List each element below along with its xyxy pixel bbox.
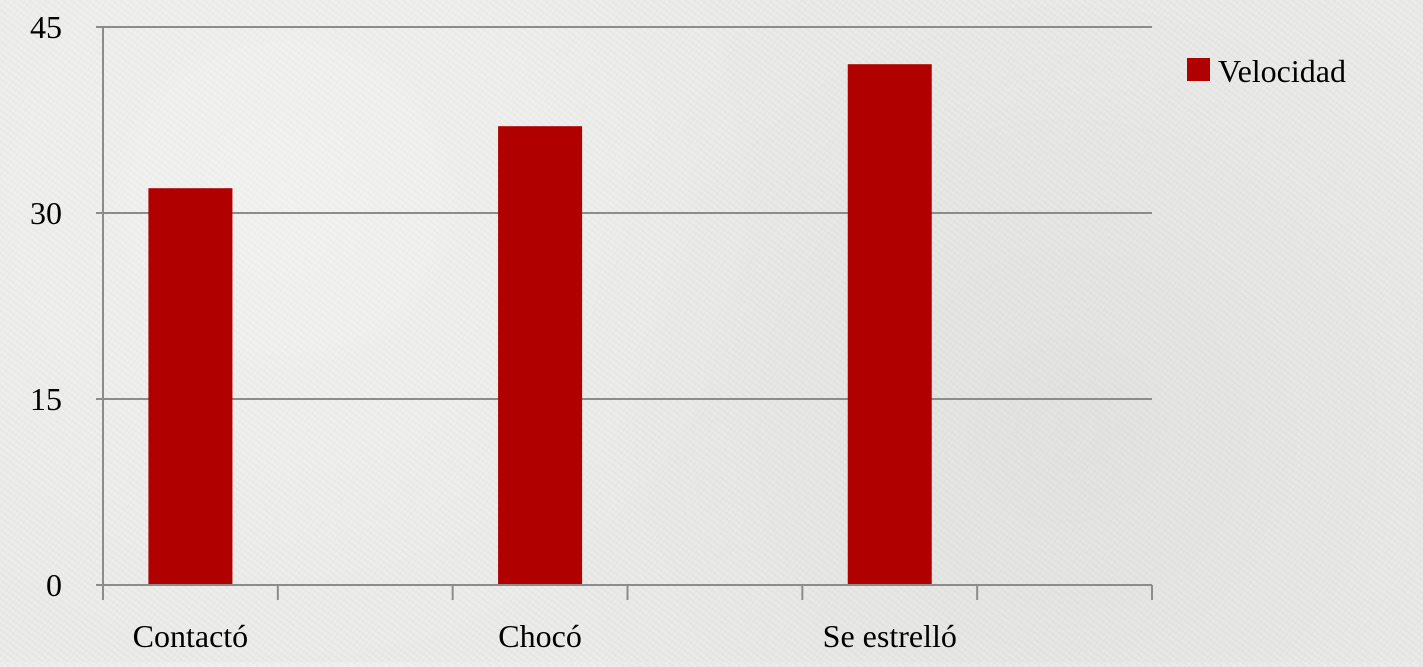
gridlines xyxy=(103,26,1152,586)
legend-label: Velocidad xyxy=(1218,53,1346,89)
bars xyxy=(148,64,932,585)
y-tick-label: 45 xyxy=(30,9,62,45)
bar-se-estrelló[interactable] xyxy=(847,64,932,585)
axes xyxy=(96,26,1153,600)
bar-chocó[interactable] xyxy=(498,126,583,585)
y-tick-label: 0 xyxy=(46,567,62,603)
x-tick-label: Contactó xyxy=(133,618,249,654)
y-tick-labels: 0 15 30 45 xyxy=(30,9,62,603)
legend-swatch xyxy=(1187,58,1210,81)
y-tick-label: 30 xyxy=(30,195,62,231)
legend: Velocidad xyxy=(1187,53,1346,89)
x-tick-label: Se estrelló xyxy=(823,618,957,654)
y-tick-label: 15 xyxy=(30,381,62,417)
bar-contactó[interactable] xyxy=(148,188,233,585)
x-tick-labels: Contactó Chocó Se estrelló xyxy=(133,618,957,654)
x-tick-label: Chocó xyxy=(498,618,582,654)
